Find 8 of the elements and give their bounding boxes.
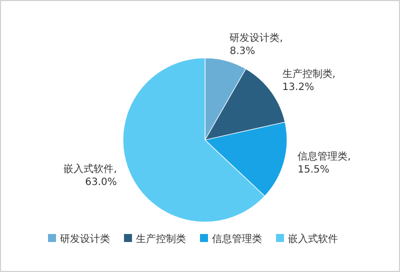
- legend-label: 生产控制类: [136, 233, 186, 245]
- data-label: 生产控制类, 13.2%: [282, 68, 336, 94]
- data-label: 信息管理类, 15.5%: [298, 150, 351, 176]
- data-label: 嵌入式软件, 63.0%: [64, 163, 117, 188]
- legend-label: 信息管理类: [212, 233, 262, 245]
- data-label: 研发设计类, 8.3%: [230, 32, 283, 58]
- legend-label: 研发设计类: [60, 233, 110, 245]
- legend-label: 嵌入式软件: [288, 233, 338, 245]
